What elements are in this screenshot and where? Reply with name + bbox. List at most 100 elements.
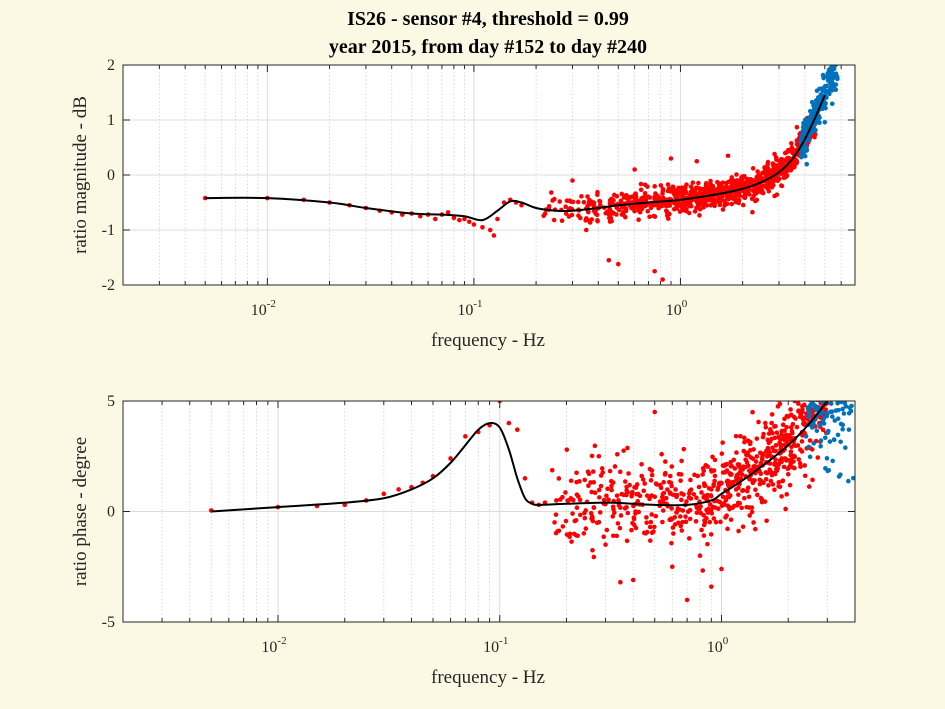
scatter-point-red — [707, 502, 713, 507]
scatter-point-red — [666, 186, 672, 191]
scatter-point-red — [749, 509, 755, 515]
scatter-point-red — [658, 485, 664, 491]
scatter-point-red — [585, 194, 590, 199]
scatter-point-red — [703, 462, 708, 468]
scatter-point-red — [574, 492, 580, 497]
scatter-point-red — [704, 516, 709, 521]
scatter-point-red — [746, 192, 752, 197]
scatter-point-red — [759, 456, 765, 461]
scatter-point-blue — [814, 88, 820, 94]
scatter-point-red — [596, 487, 602, 493]
scatter-point-red — [557, 199, 562, 204]
scatter-point-red — [784, 424, 789, 430]
scatter-point-red — [699, 490, 704, 495]
scatter-point-red — [777, 176, 782, 182]
scatter-point-red — [720, 470, 726, 475]
scatter-point-red — [769, 420, 774, 426]
scatter-point-red — [615, 521, 621, 526]
scatter-point-red — [659, 451, 664, 457]
scatter-point-red — [733, 478, 739, 483]
scatter-point-red — [780, 478, 786, 484]
scatter-point-red — [741, 448, 747, 454]
scatter-point-red — [700, 186, 705, 192]
scatter-point-red — [728, 459, 734, 465]
scatter-point-red — [708, 493, 714, 499]
scatter-point-red — [784, 458, 789, 463]
y-tick-label: 0 — [107, 504, 115, 521]
scatter-point-red — [754, 176, 760, 182]
scatter-point-red — [584, 216, 589, 221]
scatter-point-red — [577, 479, 582, 484]
scatter-point-red — [774, 192, 780, 197]
scatter-point-red — [711, 483, 716, 489]
outlier-point — [725, 153, 731, 159]
scatter-point-red — [641, 488, 647, 494]
fit-curve — [205, 94, 826, 222]
scatter-point-red — [724, 194, 730, 200]
scatter-point-red — [810, 388, 815, 393]
scatter-point-red — [698, 510, 704, 516]
scatter-point-red — [739, 472, 745, 477]
scatter-point-red — [707, 519, 713, 525]
scatter-point-red — [718, 519, 723, 525]
scatter-point-red — [780, 163, 785, 169]
scatter-point-red — [814, 392, 819, 397]
scatter-point-red — [759, 175, 764, 181]
scatter-point-red — [678, 472, 684, 477]
scatter-point-red — [548, 190, 554, 195]
scatter-point-red — [740, 202, 746, 208]
scatter-point-red — [685, 509, 691, 515]
scatter-point-red — [702, 493, 707, 499]
scatter-point-red — [782, 428, 787, 433]
scatter-point-blue — [804, 161, 810, 167]
x-tick-label: 10-2 — [261, 635, 286, 656]
outlier-point — [670, 564, 675, 570]
scatter-point-red — [678, 523, 684, 529]
scatter-point-blue — [816, 115, 821, 121]
scatter-point-red — [789, 141, 794, 146]
scatter-point-red — [673, 195, 679, 200]
scatter-point-blue — [807, 454, 813, 460]
scatter-point-red — [639, 461, 644, 467]
scatter-point-blue — [826, 74, 831, 79]
scatter-point-red — [808, 387, 813, 392]
scatter-point-red — [729, 472, 734, 477]
scatter-point-blue — [833, 82, 839, 87]
x-tick-label-exponent: 0 — [723, 635, 729, 647]
scatter-point-red — [770, 482, 776, 487]
scatter-point-red — [667, 473, 673, 479]
scatter-point-red — [759, 499, 765, 505]
scatter-point-red — [773, 443, 779, 448]
x-tick-label-base: 10 — [666, 302, 682, 319]
scatter-point-red — [677, 514, 683, 519]
scatter-point-red — [639, 206, 645, 212]
scatter-point-red — [614, 533, 620, 539]
scatter-point-blue — [801, 131, 807, 137]
scatter-point-red — [624, 484, 629, 490]
scatter-point-red — [782, 416, 787, 422]
scatter-point-red — [692, 209, 698, 214]
scatter-point-red — [788, 407, 793, 412]
scatter-point-red — [573, 517, 579, 523]
scatter-point-blue — [803, 117, 808, 122]
scatter-point-red — [630, 194, 635, 199]
scatter-point-red — [694, 510, 700, 516]
scatter-point-red — [625, 510, 631, 516]
scatter-point-red — [750, 456, 756, 462]
scatter-point-red — [802, 473, 808, 479]
scatter-point-red — [784, 167, 789, 173]
scatter-point-red — [727, 506, 732, 512]
scatter-point-red — [789, 428, 795, 434]
scatter-point-red — [621, 212, 626, 217]
scatter-point-red — [614, 493, 620, 498]
scatter-point-red — [688, 496, 694, 501]
scatter-point-red — [587, 220, 593, 225]
scatter-point-red — [630, 489, 635, 495]
scatter-point-red — [754, 454, 760, 459]
scatter-point-red — [774, 157, 779, 163]
scatter-point-red — [588, 510, 594, 516]
scatter-point-red — [713, 187, 719, 193]
scatter-point-red — [754, 191, 759, 196]
scatter-point-red — [701, 205, 706, 210]
